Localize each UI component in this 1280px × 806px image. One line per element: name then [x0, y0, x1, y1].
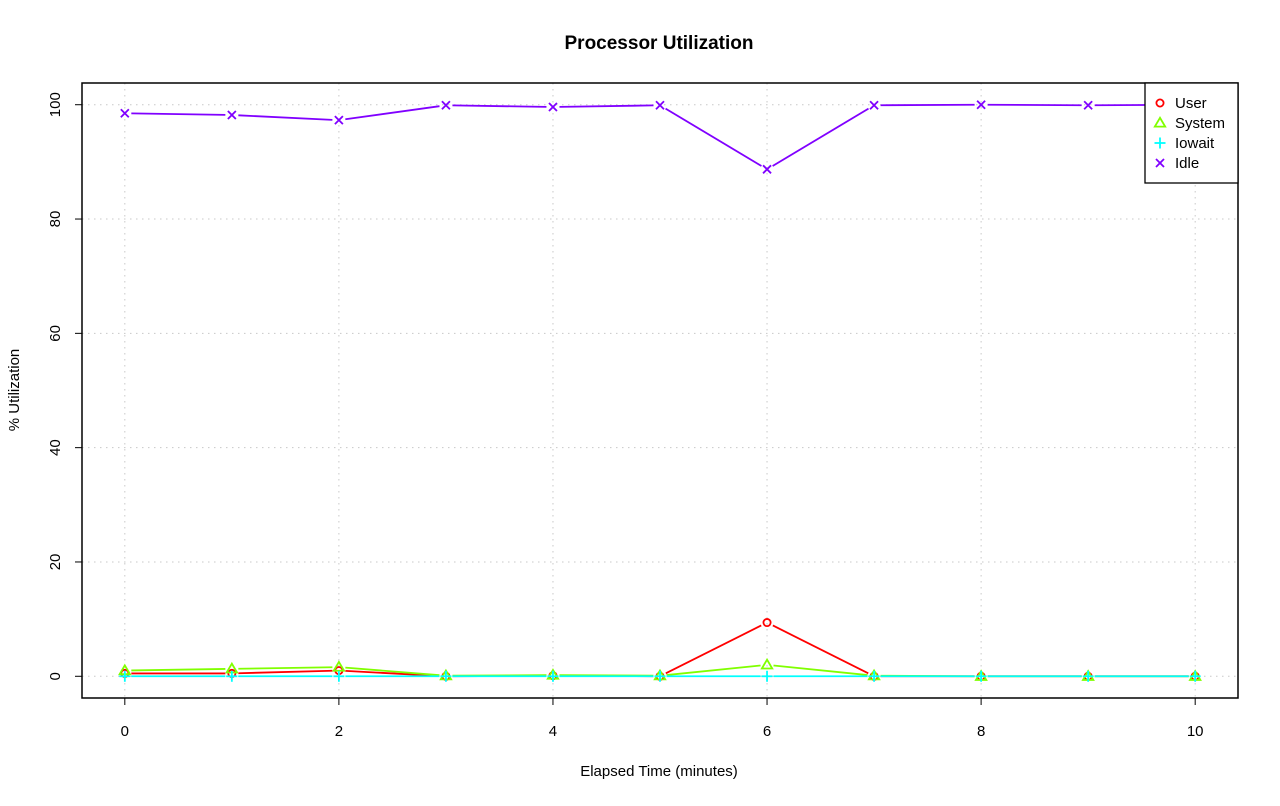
series-line-segment	[452, 104, 547, 108]
data-point-system	[760, 657, 774, 670]
series-layer	[118, 100, 1202, 682]
legend-label: Idle	[1175, 155, 1199, 172]
x-tick-label: 8	[977, 723, 985, 740]
marker-shape	[1083, 100, 1093, 110]
legend-item-system: System	[1153, 115, 1225, 132]
x-tick-label: 0	[121, 723, 129, 740]
series-line-segment	[665, 107, 762, 167]
y-tick-label: 60	[47, 325, 64, 342]
y-tick-label: 80	[47, 211, 64, 228]
data-point-idle	[1083, 100, 1093, 110]
data-point-idle	[869, 100, 879, 110]
series-line-segment	[666, 664, 761, 676]
series-line-segment	[665, 624, 762, 675]
series-line-segment	[131, 668, 226, 672]
series-line-segment	[773, 664, 868, 676]
data-point-idle	[762, 164, 772, 174]
legend-marker	[1155, 98, 1165, 108]
marker-shape	[760, 657, 774, 670]
legend-marker	[1153, 116, 1167, 128]
y-tick-label: 40	[47, 439, 64, 456]
marker-shape	[120, 108, 130, 118]
data-point-iowait	[440, 670, 452, 682]
y-tick-label: 100	[47, 92, 64, 117]
data-point-iowait	[333, 670, 345, 682]
series-line-segment	[772, 107, 869, 167]
legend-item-iowait: Iowait	[1154, 135, 1215, 152]
series-line-segment	[345, 666, 440, 677]
data-point-iowait	[761, 670, 773, 682]
series-line-segment	[987, 103, 1082, 107]
data-point-idle	[655, 100, 665, 110]
marker-shape	[869, 100, 879, 110]
x-tick-label: 6	[763, 723, 771, 740]
chart-title: Processor Utilization	[565, 33, 754, 54]
y-axis-label: % Utilization	[6, 349, 23, 432]
data-point-idle	[227, 110, 237, 120]
y-tick-label: 20	[47, 554, 64, 571]
data-point-user	[762, 618, 772, 628]
data-point-idle	[120, 108, 130, 118]
marker-shape	[332, 660, 346, 672]
data-point-idle	[548, 102, 558, 112]
legend-marker	[1154, 137, 1166, 149]
legend-label: User	[1175, 95, 1207, 112]
marker-shape	[441, 100, 451, 110]
series-line-segment	[559, 104, 654, 108]
data-point-iowait	[119, 670, 131, 682]
series-line-segment	[345, 670, 440, 677]
marker-shape	[548, 102, 558, 112]
data-point-idle	[334, 115, 344, 125]
data-point-iowait	[547, 670, 559, 682]
marker-shape	[334, 115, 344, 125]
x-tick-label: 2	[335, 723, 343, 740]
data-point-idle	[441, 100, 451, 110]
marker-shape	[655, 100, 665, 110]
series-line-segment	[238, 114, 333, 121]
legend-item-user: User	[1155, 95, 1207, 112]
series-idle	[120, 100, 1200, 174]
y-tick-label: 0	[47, 672, 64, 680]
data-point-iowait	[1082, 670, 1094, 682]
marker-shape	[762, 164, 772, 174]
grid-lines	[82, 83, 1238, 698]
marker-shape	[1153, 116, 1167, 128]
marker-shape	[1155, 158, 1165, 168]
marker-shape	[227, 110, 237, 120]
marker-shape	[976, 100, 986, 110]
marker-shape	[762, 618, 772, 628]
legend-item-idle: Idle	[1155, 155, 1199, 172]
plot-frame	[81, 82, 1239, 699]
data-point-iowait	[226, 670, 238, 682]
x-tick-label: 10	[1187, 723, 1204, 740]
series-line-segment	[880, 103, 975, 107]
x-axis-label: Elapsed Time (minutes)	[580, 763, 738, 780]
series-line-segment	[238, 666, 333, 670]
legend-marker	[1155, 158, 1165, 168]
data-point-idle	[976, 100, 986, 110]
data-point-iowait	[1189, 670, 1201, 682]
series-line-segment	[345, 105, 440, 121]
data-point-iowait	[975, 670, 987, 682]
series-line-segment	[131, 112, 226, 116]
series-line-segment	[772, 624, 869, 675]
series-line-segment	[238, 669, 333, 675]
legend-label: Iowait	[1175, 135, 1215, 152]
legend: User System Iowait Idle	[1144, 82, 1239, 184]
marker-shape	[1155, 98, 1165, 108]
x-tick-label: 4	[549, 723, 557, 740]
data-point-iowait	[868, 670, 880, 682]
legend-label: System	[1175, 115, 1225, 132]
data-point-iowait	[654, 670, 666, 682]
data-point-system	[332, 660, 346, 672]
series-iowait	[119, 670, 1201, 682]
